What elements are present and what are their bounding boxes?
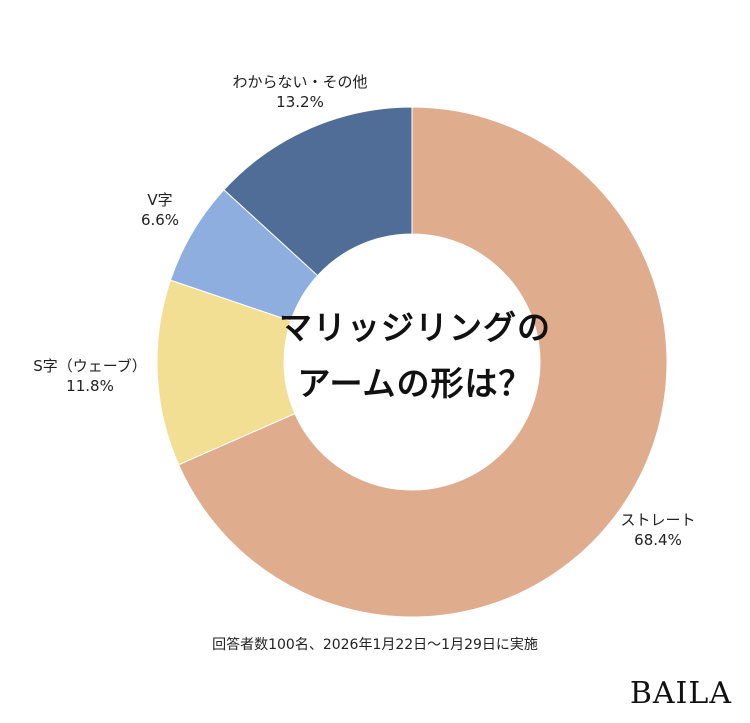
slice-straight [177, 106, 668, 618]
data-label-s-wave-value: 11.8% [66, 377, 114, 395]
data-label-s-wave: S字（ウェーブ） 11.8% [20, 356, 160, 396]
data-label-v-name: V字 [147, 191, 173, 209]
data-label-other-value: 13.2% [276, 93, 324, 111]
data-label-straight-value: 68.4% [634, 531, 682, 549]
brand-logo: BAILA [629, 676, 732, 711]
survey-footnote: 回答者数100名、2026年1月22日〜1月29日に実施 [212, 637, 538, 653]
data-label-s-wave-name: S字（ウェーブ） [33, 357, 147, 375]
data-label-straight: ストレート 68.4% [598, 510, 718, 550]
data-label-straight-name: ストレート [620, 511, 696, 529]
data-label-other: わからない・その他 13.2% [200, 72, 400, 112]
chart-title-line-2: アームの形は？ [297, 364, 533, 403]
slice-other [223, 106, 413, 277]
data-label-v-value: 6.6% [140, 211, 180, 229]
data-label-other-name: わからない・その他 [232, 73, 368, 91]
data-label-v: V字 6.6% [110, 190, 210, 230]
chart-center-title: マリッジリングの アームの形は？ [250, 300, 580, 412]
chart-title-line-1: マリッジリングの [279, 308, 551, 347]
